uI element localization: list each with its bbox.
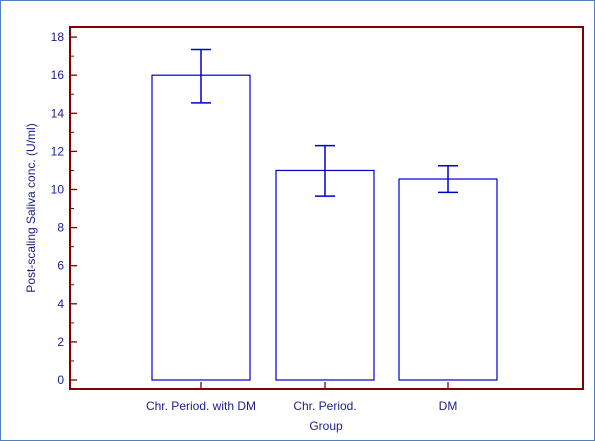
x-axis-tick-labels: Chr. Period. with DM Chr. Period. DM [146,382,457,413]
x-tick-label: Chr. Period. [293,399,356,413]
y-axis-label: Post-scaling Saliva conc. (U/ml) [24,123,38,292]
y-tick-label: 12 [51,144,65,158]
plot-area [69,26,584,390]
bar [275,169,375,381]
x-axis-label: Group [309,419,343,433]
bar [398,178,498,381]
y-tick-label: 6 [57,259,64,273]
x-tick-label: DM [439,399,458,413]
x-tick-label: Chr. Period. with DM [146,399,256,413]
y-tick-label: 10 [51,183,65,197]
y-tick-label: 0 [57,373,64,387]
y-tick-label: 14 [51,106,65,120]
y-axis-ticks: 0 2 4 6 8 10 12 14 16 18 [51,30,77,387]
y-tick-label: 8 [57,221,64,235]
y-tick-label: 2 [57,335,64,349]
bars [151,48,498,381]
y-tick-label: 18 [51,30,65,44]
y-tick-label: 4 [57,297,64,311]
y-tick-label: 16 [51,68,65,82]
bar [151,74,251,381]
